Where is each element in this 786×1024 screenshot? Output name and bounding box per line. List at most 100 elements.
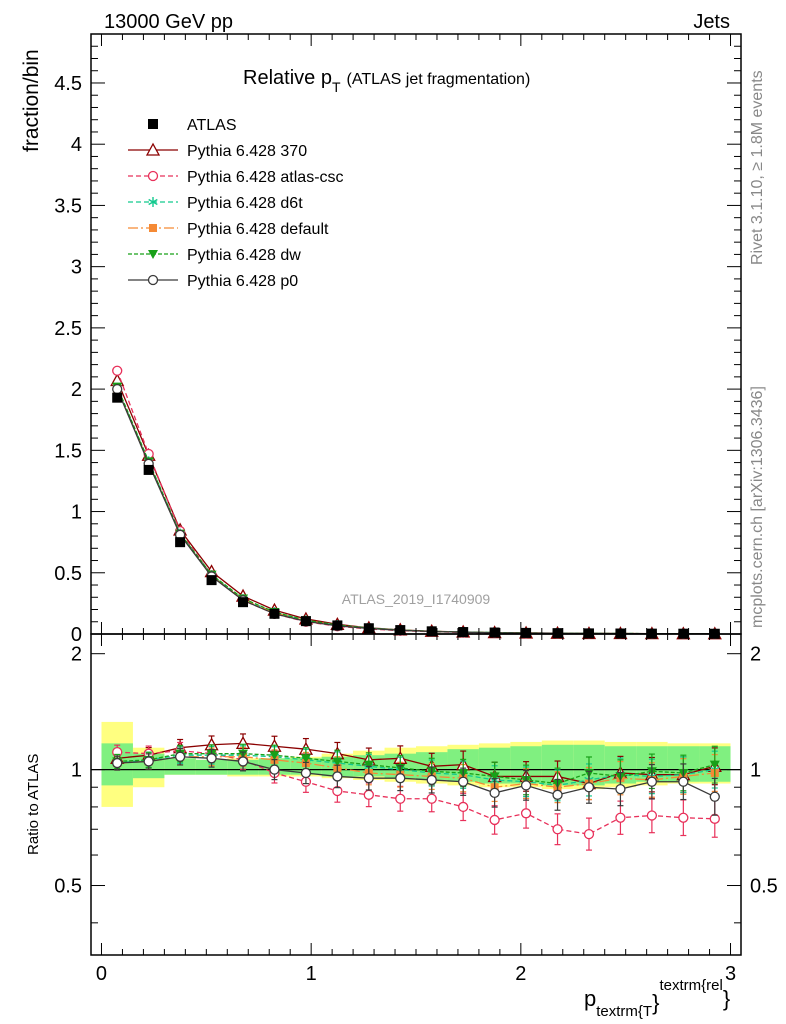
series-1-ratio-point-15 (583, 828, 595, 840)
series-0-ratio-line (117, 742, 715, 785)
series-1-point-0 (112, 365, 123, 376)
y-tick-label-4: 2 (71, 379, 82, 401)
series-5-ratio-point-10 (426, 774, 437, 786)
data-point-6 (300, 616, 311, 627)
series-4-ratio-line (117, 753, 715, 785)
x-tick-label-0: 0 (96, 963, 107, 985)
legend: ATLAS Pythia 6.428 370 Pythia 6.428 atlas-… (128, 117, 344, 290)
x-label-brace: } (652, 990, 659, 1015)
data-point-11 (458, 627, 469, 638)
chart-title: Relative pT (ATLAS jet fragmentation) (243, 67, 530, 95)
legend-marker-3 (148, 197, 158, 207)
y-tick-label-5: 2.5 (54, 318, 82, 340)
x-axis-label: ptextrm{T}textrm{rel} (584, 977, 730, 1020)
y-tick-label-7: 3.5 (54, 195, 82, 217)
series-5-ratio-point-16 (615, 783, 626, 795)
legend-marker-3-arm-2 (148, 198, 158, 206)
series-4-ratio-point-5 (269, 751, 280, 761)
y-tick-label-2: 1 (71, 502, 82, 524)
ratio-y-tick-label-right-1: 1 (750, 760, 761, 782)
ratio-y-tick-label-right-2: 2 (750, 644, 761, 666)
series-4-ratio-point-6 (300, 754, 311, 764)
ratio-y-tick-label-0: 0.5 (54, 876, 82, 898)
legend-entry-3: Pythia 6.428 d6t (128, 195, 303, 212)
title-main: Relative p (243, 67, 332, 89)
data-point-2 (175, 537, 186, 548)
legend-label-0: ATLAS (187, 117, 237, 134)
series-5-ratio-point-12 (489, 787, 500, 799)
series-5-ratio-point-15 (583, 782, 595, 793)
x-label-end: } (723, 986, 730, 1011)
series-1-ratio-point-11 (458, 801, 469, 813)
data-point-3 (206, 575, 217, 586)
series-5-ratio-point-0 (112, 757, 123, 769)
title-sub: T (332, 79, 341, 95)
x-label-sup: textrm{rel (659, 977, 722, 994)
y-tick-label-9: 4.5 (54, 73, 82, 95)
series-5-ratio-point-5 (269, 764, 280, 775)
legend-label-1: Pythia 6.428 370 (187, 143, 307, 160)
series-4-ratio-point-8 (363, 760, 374, 770)
title-rest: (ATLAS jet fragmentation) (347, 71, 531, 88)
ratio-y-tick-label-1: 1 (71, 760, 82, 782)
mcplots-label: mcplots.cern.ch [arXiv:1306.3436] (749, 386, 766, 628)
data-point-1 (143, 464, 154, 475)
series-5-ratio-point-18 (678, 776, 689, 787)
series-5-ratio-line (117, 756, 716, 798)
series-1-ratio-point-16 (615, 812, 626, 823)
series-5-ratio-point-9 (395, 773, 406, 784)
series-1-ratio-point-8 (363, 789, 374, 800)
legend-label-2: Pythia 6.428 atlas-csc (187, 169, 344, 186)
legend-marker-5 (148, 250, 158, 259)
analysis-id-label: ATLAS_2019_I1740909 (342, 591, 491, 607)
data-point-10 (426, 626, 437, 637)
data-point-5 (269, 608, 280, 619)
y-tick-label-1: 0.5 (54, 563, 82, 585)
category-label: Jets (693, 11, 730, 33)
series-5-ratio-point-6 (300, 767, 312, 779)
series-5-ratio-point-17 (646, 776, 658, 787)
series-5-point-0 (112, 383, 123, 395)
x-tick-label-3: 3 (725, 963, 736, 985)
series-5-ratio-point-7 (332, 771, 343, 782)
series-1-ratio-point-12 (489, 814, 500, 826)
legend-marker-0 (148, 119, 158, 129)
ratio-frame (90, 633, 742, 956)
data-point-12 (489, 627, 500, 638)
legend-entry-6: Pythia 6.428 p0 (128, 273, 298, 290)
y-tick-label-3: 1.5 (54, 440, 82, 462)
legend-entry-1: Pythia 6.428 370 (128, 142, 307, 160)
legend-marker-1 (145, 142, 161, 156)
rivet-label: Rivet 3.1.10, ≥ 1.8M events (749, 70, 766, 265)
data-point-0 (112, 392, 123, 403)
series-5-ratio-point-4 (237, 756, 249, 767)
ratio-y-axis-label: Ratio to ATLAS (25, 754, 42, 855)
series-5-ratio-point-19 (709, 791, 720, 802)
ratio-y-tick-label-right-0: 0.5 (750, 876, 778, 898)
ratio-y-tick-label-2: 2 (71, 644, 82, 666)
series-4-ratio-point-19 (709, 760, 720, 770)
legend-entry-4: Pythia 6.428 default (128, 221, 329, 238)
band-stat-2 (164, 758, 196, 775)
x-label-main: p (584, 986, 596, 1011)
series-5-ratio-point-11 (458, 776, 469, 787)
x-label-sub: textrm{T (596, 1003, 652, 1020)
data-point-13 (521, 627, 532, 638)
x-tick-label-1: 1 (306, 963, 317, 985)
series-5-ratio-point-3 (206, 753, 217, 764)
legend-marker-2 (147, 170, 159, 182)
energy-label: 13000 GeV pp (104, 11, 233, 33)
series-1-ratio-point-18 (678, 812, 689, 823)
legend-label-4: Pythia 6.428 default (187, 221, 329, 238)
series-3-ratio-line (117, 756, 715, 788)
legend-entry-2: Pythia 6.428 atlas-csc (128, 169, 344, 186)
series-1-ratio-point-9 (395, 793, 406, 804)
data-point-7 (332, 620, 343, 631)
y-tick-label-0: 0 (71, 624, 82, 646)
data-point-14 (552, 628, 563, 639)
data-point-9 (395, 625, 406, 636)
series-5-ratio-point-14 (552, 789, 563, 800)
y-tick-label-8: 4 (71, 134, 82, 156)
series-1-ratio-point-10 (426, 793, 437, 804)
